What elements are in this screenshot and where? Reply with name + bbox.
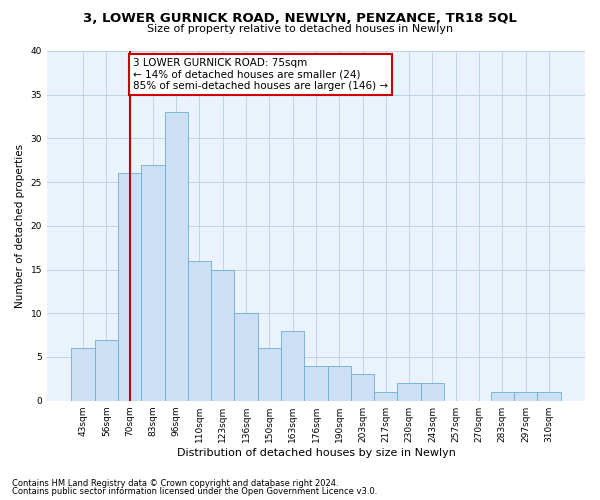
Bar xyxy=(281,331,304,400)
Bar xyxy=(235,314,258,400)
Bar xyxy=(164,112,188,401)
Text: Contains public sector information licensed under the Open Government Licence v3: Contains public sector information licen… xyxy=(12,487,377,496)
Bar xyxy=(95,340,118,400)
Bar xyxy=(351,374,374,400)
Bar xyxy=(118,174,141,400)
Bar xyxy=(188,261,211,400)
Bar xyxy=(71,348,95,401)
Bar xyxy=(491,392,514,400)
Bar xyxy=(421,383,444,400)
X-axis label: Distribution of detached houses by size in Newlyn: Distribution of detached houses by size … xyxy=(176,448,455,458)
Bar xyxy=(141,164,164,400)
Y-axis label: Number of detached properties: Number of detached properties xyxy=(15,144,25,308)
Bar xyxy=(537,392,560,400)
Text: 3 LOWER GURNICK ROAD: 75sqm
← 14% of detached houses are smaller (24)
85% of sem: 3 LOWER GURNICK ROAD: 75sqm ← 14% of det… xyxy=(133,58,388,91)
Bar xyxy=(374,392,397,400)
Bar xyxy=(514,392,537,400)
Text: 3, LOWER GURNICK ROAD, NEWLYN, PENZANCE, TR18 5QL: 3, LOWER GURNICK ROAD, NEWLYN, PENZANCE,… xyxy=(83,12,517,24)
Bar xyxy=(304,366,328,400)
Bar xyxy=(397,383,421,400)
Bar xyxy=(211,270,235,400)
Text: Size of property relative to detached houses in Newlyn: Size of property relative to detached ho… xyxy=(147,24,453,34)
Bar xyxy=(258,348,281,401)
Bar xyxy=(328,366,351,400)
Text: Contains HM Land Registry data © Crown copyright and database right 2024.: Contains HM Land Registry data © Crown c… xyxy=(12,478,338,488)
